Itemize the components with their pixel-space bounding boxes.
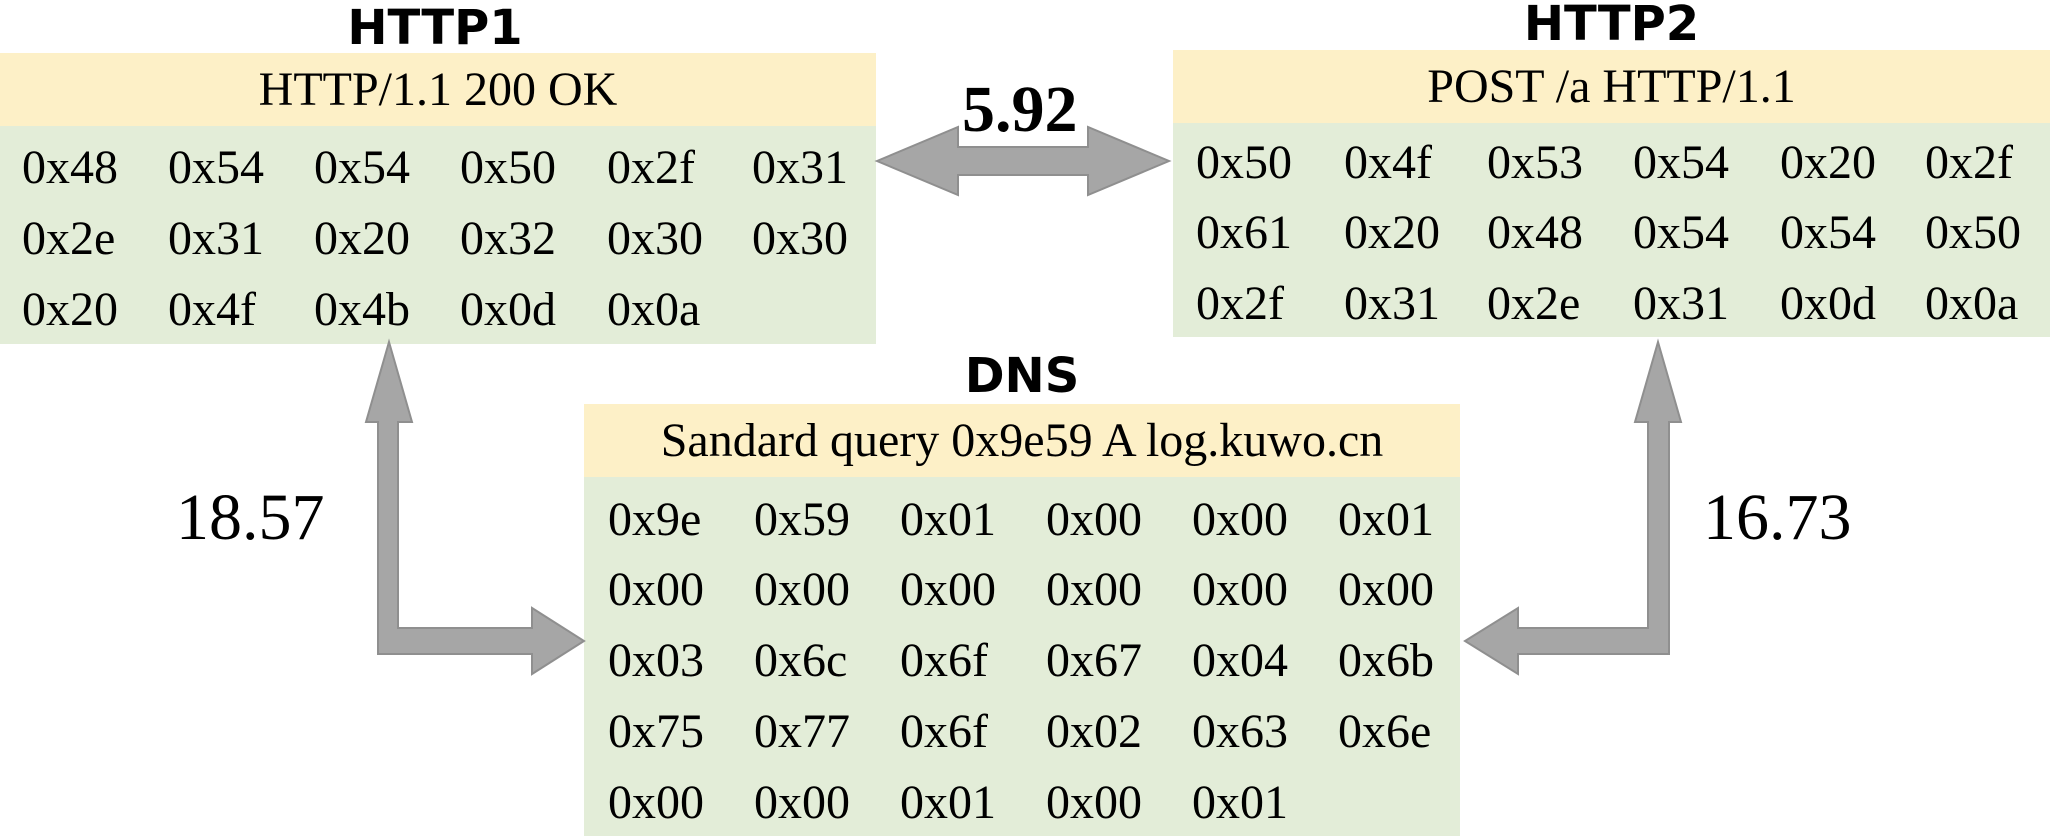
dns-byte: 0x6e [1338,705,1432,758]
http1-byte: 0x20 [314,212,410,265]
http2-byte: 0x0d [1780,277,1876,330]
http1-byte: 0x48 [22,141,118,194]
dns-byte: 0x77 [754,705,850,758]
http1-byte: 0x50 [460,141,556,194]
http2-byte: 0x50 [1196,136,1292,189]
http2-byte: 0x4f [1344,136,1432,189]
dns-byte: 0x00 [1046,776,1142,829]
http1-http2-double-arrow [874,125,1172,197]
http2-byte: 0x61 [1196,206,1292,259]
dns-byte: 0x6f [900,634,988,687]
dns-byte: 0x6b [1338,634,1434,687]
http1-byte: 0x31 [168,212,264,265]
http2-byte: 0x31 [1344,277,1440,330]
http1-byte: 0x54 [168,141,264,194]
http1-byte: 0x4b [314,283,410,336]
dns-byte: 0x9e [608,493,702,546]
http1-byte-grid: 0x48 0x54 0x54 0x50 0x2f 0x31 0x2e 0x31 0x20 0x32… [0,126,876,344]
dns-title: DNS [964,348,1080,404]
dns-byte: 0x75 [608,705,704,758]
dns-byte: 0x01 [1192,776,1288,829]
dns-byte: 0x6c [754,634,848,687]
http2-byte: 0x31 [1633,277,1729,330]
dns-byte: 0x00 [608,563,704,616]
dns-byte: 0x67 [1046,634,1142,687]
dns-byte: 0x00 [754,563,850,616]
http2-byte: 0x2e [1487,277,1581,330]
dns-header: Sandard query 0x9e59 A log.kuwo.cn [584,404,1460,477]
dns-packet-box: Sandard query 0x9e59 A log.kuwo.cn 0x9e 0… [584,404,1460,836]
distance-http1-http2: 5.92 [962,73,1078,146]
dns-byte-grid: 0x9e 0x59 0x01 0x00 0x00 0x01 0x00 0x00 0x00 0x00… [584,477,1460,836]
dns-byte: 0x00 [1046,493,1142,546]
http1-byte: 0x0d [460,283,556,336]
http2-byte: 0x20 [1780,136,1876,189]
http1-byte: 0x32 [460,212,556,265]
http2-byte: 0x2f [1196,277,1284,330]
http2-byte-grid: 0x50 0x4f 0x53 0x54 0x20 0x2f 0x61 0x20 0x48 0x54… [1173,123,2050,337]
http1-byte: 0x30 [607,212,703,265]
dns-byte: 0x00 [900,563,996,616]
dns-byte: 0x00 [754,776,850,829]
http2-byte: 0x54 [1633,206,1729,259]
http2-byte: 0x2f [1925,136,2013,189]
dns-byte: 0x04 [1192,634,1288,687]
http1-dns-arrow [364,338,586,676]
http2-byte: 0x53 [1487,136,1583,189]
http1-packet-box: HTTP/1.1 200 OK 0x48 0x54 0x54 0x50 0x2f 0x31… [0,53,876,344]
http1-byte: 0x0a [607,283,701,336]
http2-byte: 0x0a [1925,277,2019,330]
http1-byte: 0x31 [752,141,848,194]
dns-byte: 0x00 [608,776,704,829]
http2-header: POST /a HTTP/1.1 [1173,50,2050,123]
http1-byte: 0x30 [752,212,848,265]
http1-byte: 0x4f [168,283,256,336]
dns-byte: 0x59 [754,493,850,546]
dns-byte: 0x00 [1338,563,1434,616]
http2-byte: 0x50 [1925,206,2021,259]
dns-byte: 0x00 [1192,563,1288,616]
http1-title: HTTP1 [347,0,523,56]
http2-dns-arrow [1463,338,1683,676]
http2-byte: 0x48 [1487,206,1583,259]
http1-byte: 0x2f [607,141,695,194]
http2-title: HTTP2 [1523,0,1700,52]
dns-byte: 0x6f [900,705,988,758]
dns-byte: 0x00 [1046,563,1142,616]
distance-http1-dns: 18.57 [176,481,325,554]
dns-byte: 0x03 [608,634,704,687]
dns-byte: 0x63 [1192,705,1288,758]
http1-byte: 0x20 [22,283,118,336]
dns-byte: 0x01 [900,776,996,829]
dns-byte: 0x01 [900,493,996,546]
dns-byte: 0x01 [1338,493,1434,546]
dns-byte: 0x02 [1046,705,1142,758]
http1-byte: 0x54 [314,141,410,194]
http2-byte: 0x54 [1633,136,1729,189]
http1-header: HTTP/1.1 200 OK [0,53,876,126]
http2-packet-box: POST /a HTTP/1.1 0x50 0x4f 0x53 0x54 0x20 0x2… [1173,50,2050,337]
http2-byte: 0x54 [1780,206,1876,259]
distance-http2-dns: 16.73 [1703,481,1852,554]
dns-byte: 0x00 [1192,493,1288,546]
http2-byte: 0x20 [1344,206,1440,259]
http1-byte: 0x2e [22,212,116,265]
